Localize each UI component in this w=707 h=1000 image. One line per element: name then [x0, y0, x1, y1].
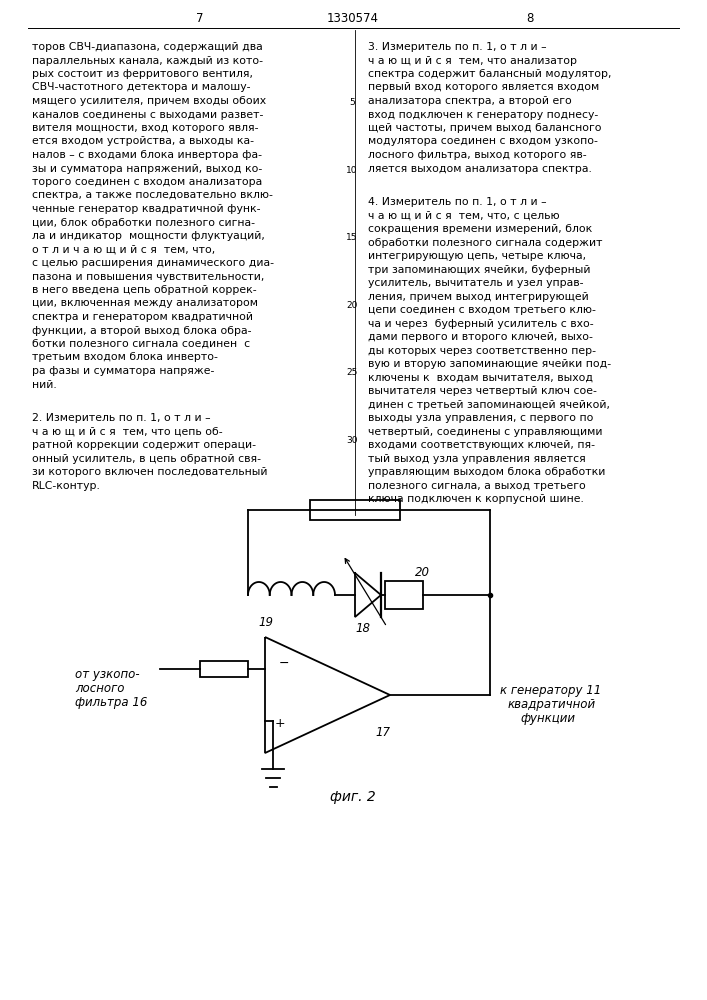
Text: 5: 5 [349, 98, 355, 107]
Text: торого соединен с входом анализатора: торого соединен с входом анализатора [32, 177, 262, 187]
Text: вход подключен к генератору поднесу-: вход подключен к генератору поднесу- [368, 109, 598, 119]
Text: 3. Измеритель по п. 1, о т л и –: 3. Измеритель по п. 1, о т л и – [368, 42, 547, 52]
Text: квадратичной: квадратичной [508, 698, 596, 711]
Text: торов СВЧ-диапазона, содержащий два: торов СВЧ-диапазона, содержащий два [32, 42, 263, 52]
Text: онный усилитель, в цепь обратной свя-: онный усилитель, в цепь обратной свя- [32, 454, 261, 464]
Text: ции, включенная между анализатором: ции, включенная между анализатором [32, 298, 258, 308]
Text: анализатора спектра, а второй его: анализатора спектра, а второй его [368, 96, 572, 106]
Bar [310, 500, 400, 520]
Text: ботки полезного сигнала соединен  с: ботки полезного сигнала соединен с [32, 339, 250, 349]
Text: лосного фильтра, выход которого яв-: лосного фильтра, выход которого яв- [368, 150, 587, 160]
Text: RLC-контур.: RLC-контур. [32, 481, 101, 491]
Text: выходы узла управления, с первого по: выходы узла управления, с первого по [368, 413, 593, 423]
Text: дами первого и второго ключей, выхо-: дами первого и второго ключей, выхо- [368, 332, 593, 342]
Text: вителя мощности, вход которого явля-: вителя мощности, вход которого явля- [32, 123, 259, 133]
Text: зи которого включен последовательный: зи которого включен последовательный [32, 467, 267, 477]
Text: ч а ю щ и й с я  тем, что анализатор: ч а ю щ и й с я тем, что анализатор [368, 55, 577, 66]
Text: модулятора соединен с входом узкопо-: модулятора соединен с входом узкопо- [368, 136, 598, 146]
Text: 25: 25 [346, 368, 358, 377]
Text: к генератору 11: к генератору 11 [500, 684, 601, 697]
Text: фильтра 16: фильтра 16 [75, 696, 147, 709]
Text: ч а ю щ и й с я  тем, что цепь об-: ч а ю щ и й с я тем, что цепь об- [32, 427, 223, 437]
Text: рых состоит из ферритового вентиля,: рых состоит из ферритового вентиля, [32, 69, 253, 79]
Text: три запоминающих ячейки, буферный: три запоминающих ячейки, буферный [368, 265, 590, 275]
Text: ления, причем выход интегрирующей: ления, причем выход интегрирующей [368, 292, 589, 302]
Text: ратной коррекции содержит операци-: ратной коррекции содержит операци- [32, 440, 256, 450]
Text: каналов соединены с выходами развет-: каналов соединены с выходами развет- [32, 109, 264, 119]
Text: ла и индикатор  мощности флуктуаций,: ла и индикатор мощности флуктуаций, [32, 231, 265, 241]
Text: ченные генератор квадратичной функ-: ченные генератор квадратичной функ- [32, 204, 260, 214]
Text: сокращения времени измерений, блок: сокращения времени измерений, блок [368, 224, 592, 234]
Text: от узкопо-: от узкопо- [75, 668, 139, 681]
Text: ляется выходом анализатора спектра.: ляется выходом анализатора спектра. [368, 163, 592, 174]
Text: лосного: лосного [75, 682, 124, 695]
Text: 4. Измеритель по п. 1, о т л и –: 4. Измеритель по п. 1, о т л и – [368, 197, 547, 207]
Text: функции: функции [520, 712, 575, 725]
Text: о т л и ч а ю щ и й с я  тем, что,: о т л и ч а ю щ и й с я тем, что, [32, 244, 215, 254]
Text: входами соответствующих ключей, пя-: входами соответствующих ключей, пя- [368, 440, 595, 450]
Text: ра фазы и сумматора напряже-: ра фазы и сумматора напряже- [32, 366, 214, 376]
Text: цепи соединен с входом третьего клю-: цепи соединен с входом третьего клю- [368, 305, 596, 315]
Text: ча и через  буферный усилитель с вхо-: ча и через буферный усилитель с вхо- [368, 319, 594, 329]
Text: пазона и повышения чувствительности,: пазона и повышения чувствительности, [32, 271, 264, 282]
Text: 20: 20 [346, 301, 358, 310]
Text: усилитель, вычитатель и узел управ-: усилитель, вычитатель и узел управ- [368, 278, 583, 288]
Text: зы и сумматора напряжений, выход ко-: зы и сумматора напряжений, выход ко- [32, 163, 262, 174]
Text: ды которых через соответственно пер-: ды которых через соответственно пер- [368, 346, 596, 356]
Text: с целью расширения динамического диа-: с целью расширения динамического диа- [32, 258, 274, 268]
Text: налов – с входами блока инвертора фа-: налов – с входами блока инвертора фа- [32, 150, 262, 160]
Text: 2. Измеритель по п. 1, о т л и –: 2. Измеритель по п. 1, о т л и – [32, 413, 211, 423]
Text: динен с третьей запоминающей ячейкой,: динен с третьей запоминающей ячейкой, [368, 400, 610, 410]
Bar [385, 581, 423, 609]
Text: ключа подключен к корпусной шине.: ключа подключен к корпусной шине. [368, 494, 584, 504]
Text: 15: 15 [346, 233, 358, 242]
Text: интегрирующую цепь, четыре ключа,: интегрирующую цепь, четыре ключа, [368, 251, 586, 261]
Text: управляющим выходом блока обработки: управляющим выходом блока обработки [368, 467, 605, 477]
Text: +: + [275, 717, 286, 730]
Text: первый вход которого является входом: первый вход которого является входом [368, 83, 600, 93]
Text: 10: 10 [346, 166, 358, 175]
Text: вую и вторую запоминающие ячейки под-: вую и вторую запоминающие ячейки под- [368, 359, 611, 369]
Text: 7: 7 [197, 12, 204, 25]
Text: ется входом устройства, а выходы ка-: ется входом устройства, а выходы ка- [32, 136, 254, 146]
Text: 19: 19 [258, 615, 273, 629]
Text: 17: 17 [375, 726, 390, 738]
Text: спектра, а также последовательно вклю-: спектра, а также последовательно вклю- [32, 190, 273, 200]
Text: полезного сигнала, а выход третьего: полезного сигнала, а выход третьего [368, 481, 586, 491]
Text: вычитателя через четвертый ключ сое-: вычитателя через четвертый ключ сое- [368, 386, 597, 396]
Text: 8: 8 [526, 12, 534, 25]
Text: параллельных канала, каждый из кото-: параллельных канала, каждый из кото- [32, 55, 263, 66]
Text: щей частоты, причем выход балансного: щей частоты, причем выход балансного [368, 123, 602, 133]
Text: СВЧ-частотного детектора и малошу-: СВЧ-частотного детектора и малошу- [32, 83, 250, 93]
Text: 18: 18 [355, 621, 370, 635]
Text: третьим входом блока инверто-: третьим входом блока инверто- [32, 353, 218, 362]
Text: спектра содержит балансный модулятор,: спектра содержит балансный модулятор, [368, 69, 612, 79]
Text: ции, блок обработки полезного сигна-: ции, блок обработки полезного сигна- [32, 218, 255, 228]
Text: в него введена цепь обратной коррек-: в него введена цепь обратной коррек- [32, 285, 257, 295]
Text: четвертый, соединены с управляющими: четвертый, соединены с управляющими [368, 427, 602, 437]
Text: мящего усилителя, причем входы обоих: мящего усилителя, причем входы обоих [32, 96, 266, 106]
Bar [200, 661, 248, 677]
Text: ний.: ний. [32, 379, 57, 389]
Text: обработки полезного сигнала содержит: обработки полезного сигнала содержит [368, 238, 602, 248]
Text: 30: 30 [346, 436, 358, 445]
Text: тый выход узла управления является: тый выход узла управления является [368, 454, 586, 464]
Text: 20: 20 [415, 566, 430, 578]
Text: ключены к  входам вычитателя, выход: ключены к входам вычитателя, выход [368, 373, 593, 383]
Text: ч а ю щ и й с я  тем, что, с целью: ч а ю щ и й с я тем, что, с целью [368, 211, 560, 221]
Text: −: − [279, 657, 289, 670]
Text: функции, а второй выход блока обра-: функции, а второй выход блока обра- [32, 326, 252, 336]
Text: спектра и генератором квадратичной: спектра и генератором квадратичной [32, 312, 253, 322]
Text: 1330574: 1330574 [327, 12, 379, 25]
Text: фиг. 2: фиг. 2 [330, 790, 376, 804]
